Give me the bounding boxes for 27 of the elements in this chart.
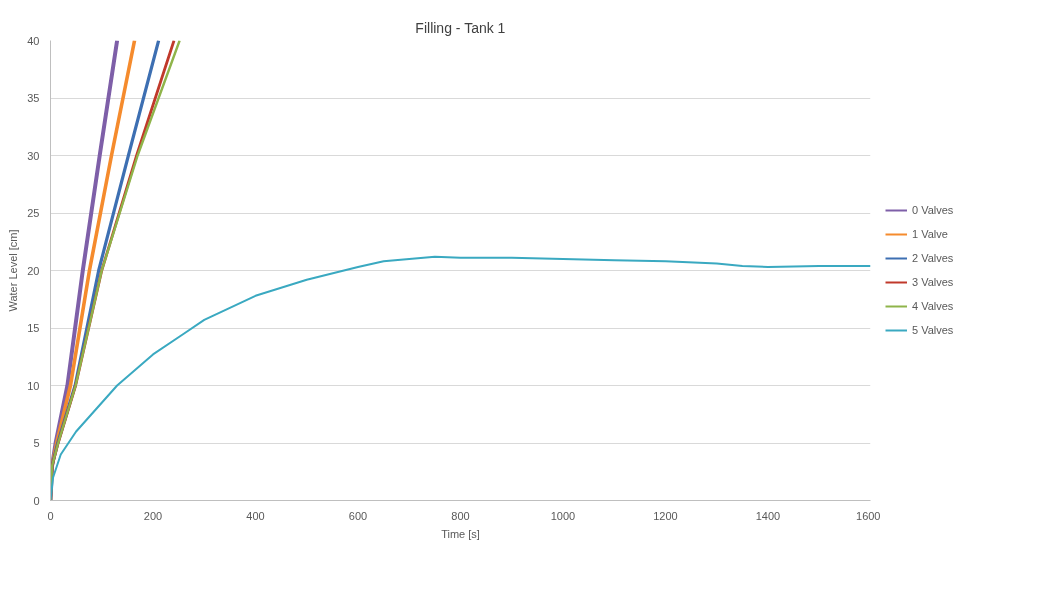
y-tick-label: 25	[27, 207, 40, 219]
legend-label: 3 Valves	[912, 276, 955, 288]
legend-label: 1 Valve	[912, 228, 949, 240]
y-tick-label: 35	[27, 92, 40, 104]
x-tick-label: 600	[348, 509, 368, 522]
y-tick-label: 0	[33, 494, 40, 507]
y-tick-label: 30	[27, 149, 40, 162]
y-axis-title: Water Level [cm]	[7, 229, 20, 312]
y-tick-label: 40	[27, 34, 40, 47]
x-tick-label: 1400	[755, 509, 781, 522]
chart-title: Filling - Tank 1	[415, 19, 506, 36]
x-tick-label: 0	[47, 509, 54, 522]
legend-label: 4 Valves	[912, 300, 955, 312]
y-tick-label: 20	[27, 264, 40, 277]
x-axis-title: Time [s]	[441, 527, 480, 540]
x-tick-label: 400	[246, 509, 265, 522]
x-tick-label: 200	[143, 509, 163, 522]
legend-label: 5 Valves	[912, 324, 955, 336]
legend-label: 0 Valves	[912, 204, 955, 216]
y-tick-label: 10	[27, 379, 40, 392]
x-tick-label: 1200	[653, 509, 678, 522]
x-tick-label: 800	[451, 509, 470, 522]
y-tick-label: 15	[27, 322, 40, 334]
y-tick-label: 5	[33, 437, 40, 449]
x-tick-label: 1600	[856, 509, 881, 522]
x-tick-label: 1000	[550, 509, 576, 522]
legend-label: 2 Valves	[912, 252, 955, 264]
